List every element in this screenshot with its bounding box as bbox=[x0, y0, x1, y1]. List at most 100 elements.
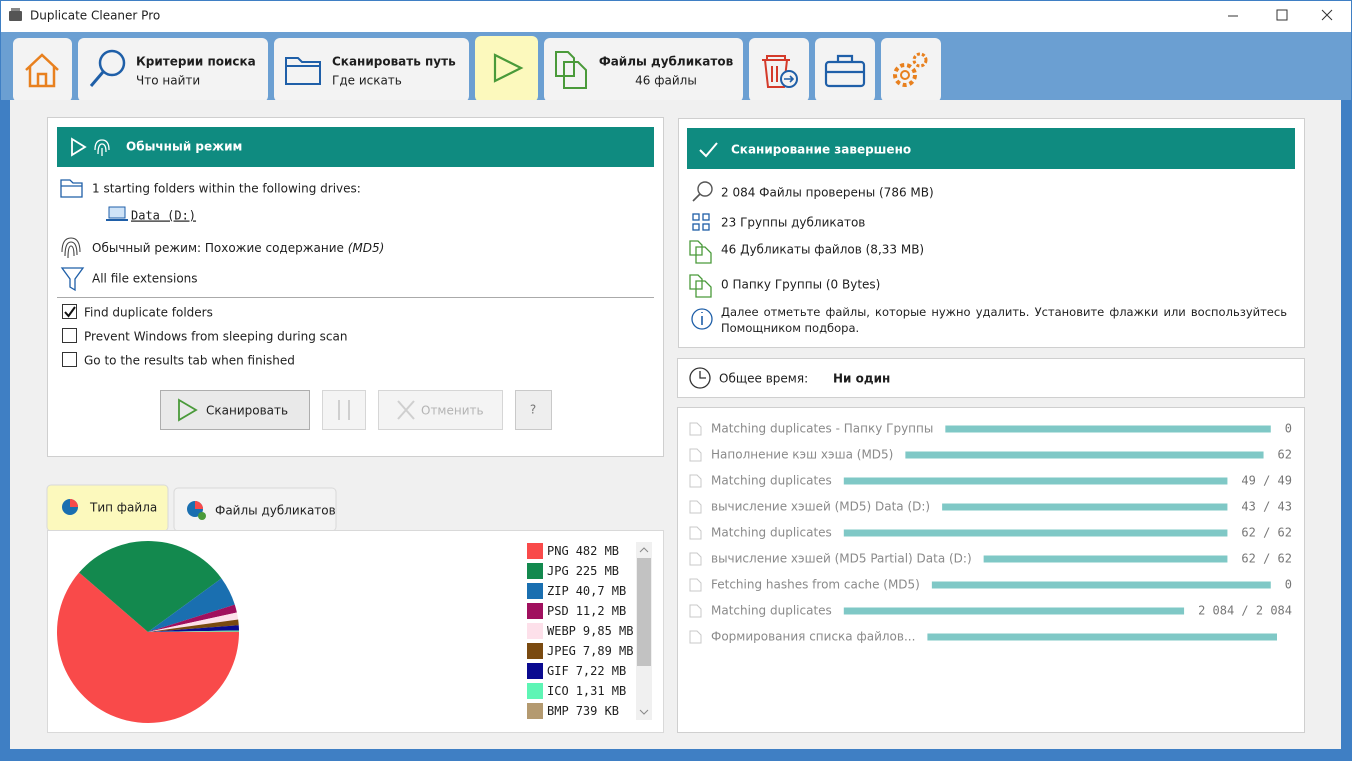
legend-swatch bbox=[527, 623, 543, 639]
home-icon bbox=[25, 53, 59, 88]
legend-entry: JPEG 7,89 MB bbox=[547, 644, 633, 658]
check-icon bbox=[699, 142, 718, 158]
chart-tab-type[interactable]: Тип файла bbox=[46, 484, 169, 532]
step-icon bbox=[689, 604, 702, 618]
gear-small bbox=[912, 52, 928, 68]
tab-tools[interactable] bbox=[815, 38, 875, 102]
legend-entry: ZIP 40,7 MB bbox=[547, 584, 626, 598]
result-icons bbox=[689, 181, 713, 330]
mode-text: Обычный режим: Похожие содержание (MD5) bbox=[92, 241, 384, 255]
progress-list: Matching duplicates - Папку Группы 0 Напол… bbox=[689, 422, 1292, 644]
step-count: 62 / 62 bbox=[1241, 526, 1292, 540]
step-icon bbox=[689, 578, 702, 592]
legend-category: ICO bbox=[547, 684, 569, 698]
legend-category: ZIP bbox=[547, 584, 569, 598]
tab-duplicates[interactable]: Файлы дубликатов 46 файлы bbox=[544, 38, 743, 102]
legend-value: 225 MB bbox=[576, 564, 619, 578]
legend-value: 7,89 MB bbox=[583, 644, 634, 658]
legend-swatch bbox=[527, 583, 543, 599]
option[interactable]: Go to the results tab when finished bbox=[62, 352, 295, 368]
tab-subtitle: 46 файлы bbox=[635, 74, 697, 88]
legend-swatch bbox=[527, 563, 543, 579]
step-bar bbox=[945, 425, 1271, 433]
checkbox[interactable] bbox=[62, 304, 77, 319]
folder-icon bbox=[285, 57, 321, 85]
cancel-button[interactable]: Отменить bbox=[378, 390, 503, 430]
step-icon bbox=[689, 448, 702, 462]
result-line: 2 084 Файлы проверены (786 MB) bbox=[721, 186, 934, 200]
tab-scan-path[interactable]: Сканировать путь Где искать bbox=[274, 38, 469, 102]
step-bar bbox=[927, 633, 1277, 641]
move-arrow bbox=[784, 75, 795, 83]
step-bar bbox=[843, 607, 1185, 615]
files-icon bbox=[555, 51, 587, 89]
checkbox[interactable] bbox=[62, 352, 77, 367]
chart-tab-duplicates[interactable]: Файлы дубликатов bbox=[173, 487, 337, 532]
maximize[interactable] bbox=[1276, 9, 1288, 21]
tab-title: Файлы дубликатов bbox=[599, 55, 734, 69]
tab-settings[interactable] bbox=[881, 38, 941, 102]
search-icon bbox=[98, 49, 126, 77]
pie-icon-slice bbox=[70, 499, 78, 507]
window-controls[interactable] bbox=[1228, 9, 1333, 21]
tab-home[interactable] bbox=[13, 38, 72, 102]
drive-link[interactable]: Data (D:) bbox=[131, 209, 196, 223]
legend-value: 739 KB bbox=[576, 704, 619, 718]
extensions-text: All file extensions bbox=[92, 272, 198, 286]
chart-tab-text: Файлы дубликатов bbox=[215, 504, 336, 518]
time-label: Общее время: bbox=[719, 372, 808, 386]
pie-slice bbox=[148, 631, 239, 632]
step-label: Формирования списка файлов... bbox=[711, 630, 915, 644]
tab-subtitle: Где искать bbox=[332, 74, 402, 88]
checkbox[interactable] bbox=[62, 328, 77, 343]
option-label: Go to the results tab when finished bbox=[84, 354, 295, 368]
legend-category: JPEG bbox=[547, 644, 576, 658]
pie-slice bbox=[148, 630, 239, 632]
tab-title: Сканировать путь bbox=[332, 55, 456, 69]
step-bar bbox=[843, 477, 1228, 485]
legend-swatch bbox=[527, 663, 543, 679]
groups-icon bbox=[692, 213, 710, 231]
pause-button[interactable] bbox=[322, 390, 366, 430]
legend-entry: GIF 7,22 MB bbox=[547, 664, 626, 678]
legend-category: BMP bbox=[547, 704, 569, 718]
legend-value: 9,85 MB bbox=[583, 624, 634, 638]
tab-scan[interactable] bbox=[475, 36, 538, 102]
clock-hands bbox=[699, 371, 706, 379]
tab-criteria[interactable]: Критерии поиска Что найти bbox=[78, 38, 268, 102]
mode-label: Обычный режим: Похожие содержание bbox=[92, 241, 344, 255]
tab-subtitle: Что найти bbox=[136, 74, 200, 88]
help-button[interactable]: ? bbox=[515, 390, 552, 430]
legend-value: 40,7 MB bbox=[576, 584, 627, 598]
play-icon bbox=[493, 53, 524, 83]
close[interactable] bbox=[1321, 9, 1333, 21]
step-icon bbox=[689, 526, 702, 540]
filter-icon bbox=[60, 267, 85, 292]
legend-swatch bbox=[527, 603, 543, 619]
legend-value: 482 MB bbox=[576, 544, 619, 558]
option[interactable]: Prevent Windows from sleeping during sca… bbox=[62, 328, 348, 344]
result-line: 0 Папку Группы (0 Bytes) bbox=[721, 278, 880, 292]
legend-scrollbar[interactable] bbox=[636, 542, 652, 720]
legend-swatch bbox=[527, 543, 543, 559]
step-count: 49 / 49 bbox=[1241, 474, 1292, 488]
step-label: Fetching hashes from cache (MD5) bbox=[711, 578, 920, 592]
legend-category: PSD bbox=[547, 604, 569, 618]
pie-slice bbox=[148, 619, 239, 632]
step-icon bbox=[689, 422, 702, 436]
toolbox-handle bbox=[826, 54, 864, 74]
results-header-text: Сканирование завершено bbox=[731, 143, 911, 157]
option[interactable]: Find duplicate folders bbox=[62, 304, 213, 320]
toolbox-icon bbox=[824, 60, 866, 88]
result-line: 46 Дубликаты файлов (8,33 MB) bbox=[721, 243, 924, 257]
scan-button[interactable]: Сканировать bbox=[160, 390, 310, 430]
cancel-button-text: Отменить bbox=[421, 404, 484, 418]
mode-hash: (MD5) bbox=[348, 241, 385, 255]
tab-delete[interactable] bbox=[749, 38, 809, 102]
title-bar bbox=[1, 1, 1351, 32]
step-icon bbox=[689, 500, 702, 514]
pause-icon bbox=[338, 400, 350, 420]
legend-swatch bbox=[527, 643, 543, 659]
